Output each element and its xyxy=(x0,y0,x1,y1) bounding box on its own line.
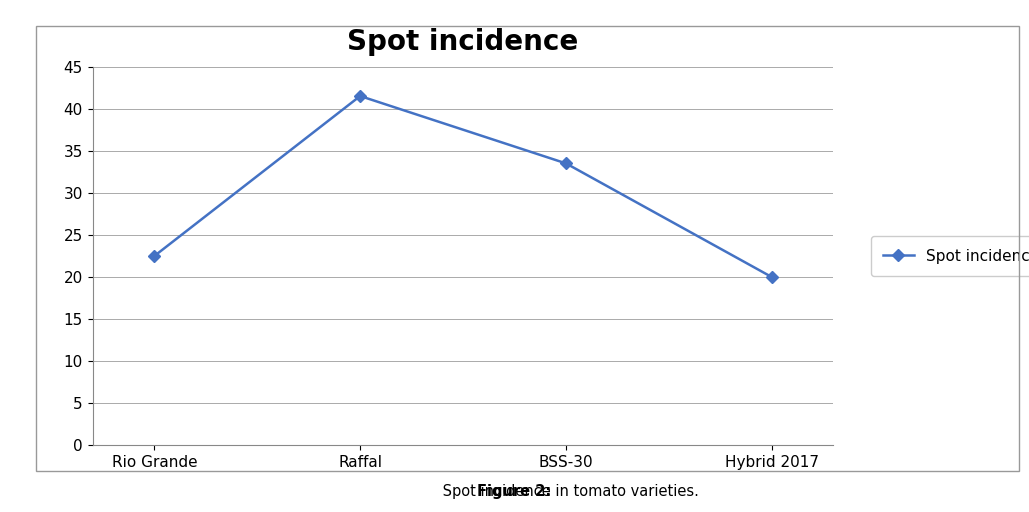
Text: Figure 2:: Figure 2: xyxy=(477,484,552,499)
Text: Spot incidence in tomato varieties.: Spot incidence in tomato varieties. xyxy=(437,484,699,499)
Legend: Spot incidence: Spot incidence xyxy=(871,236,1029,276)
Title: Spot incidence: Spot incidence xyxy=(348,28,578,56)
